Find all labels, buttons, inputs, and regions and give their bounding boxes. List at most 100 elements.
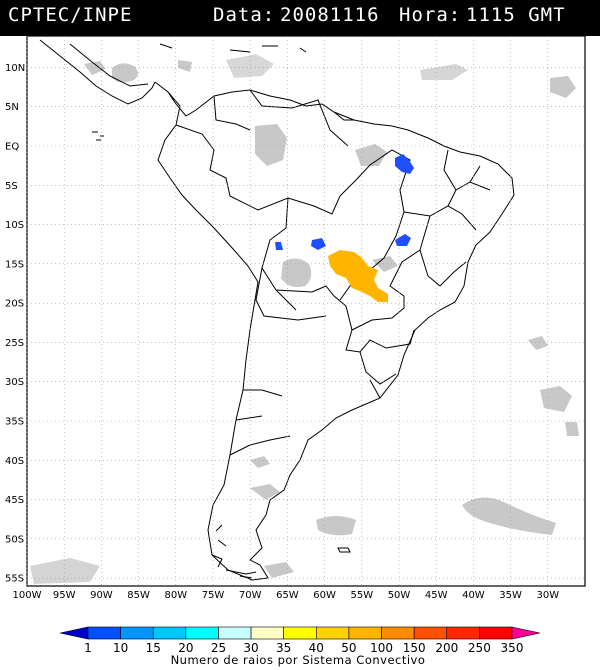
- colorbar-swatch: [511, 626, 541, 640]
- latitude-labels: 10N 5N EQ 5S 10S 15S 20S 25S 30S 35S 40S 45S 50S 55S: [5, 63, 25, 585]
- lat-tick-label: EQ: [5, 142, 19, 153]
- lightning-cluster-blue: [395, 234, 411, 246]
- colorbar-label: 15: [146, 641, 161, 655]
- country-borders: [175, 89, 491, 456]
- lat-tick-label: 35S: [5, 417, 24, 428]
- caribbean-islands: [159, 43, 307, 53]
- colorbar-swatch: [348, 626, 382, 640]
- cloud-patch: [550, 76, 576, 98]
- lat-lon-grid: [26, 36, 585, 586]
- longitude-labels: 100W 95W 90W 85W 80W 75W 70W 65W 60W 55W 50W 45W 40W…: [13, 590, 560, 601]
- colorbar-swatch: [152, 626, 187, 640]
- colorbar-swatch: [87, 626, 121, 640]
- source-label: CPTEC/INPE: [8, 4, 133, 26]
- lat-tick-label: 40S: [5, 456, 24, 467]
- colorbar-title: Numero de raios por Sistema Convectivo: [171, 653, 426, 667]
- cloud-patch: [355, 144, 387, 166]
- cloud-patch: [250, 484, 280, 500]
- colorbar-swatch: [120, 626, 154, 640]
- lon-tick-label: 45W: [425, 590, 448, 601]
- colorbar-label: 25: [211, 641, 226, 655]
- lon-tick-label: 100W: [13, 590, 42, 601]
- cloud-layer: [30, 54, 579, 584]
- lightning-layer: [275, 154, 414, 302]
- lon-tick-label: 90W: [90, 590, 113, 601]
- lat-tick-label: 10S: [5, 220, 24, 231]
- lon-tick-label: 85W: [127, 590, 150, 601]
- falkland-islands: [337, 547, 351, 553]
- colorbar-label: 20: [178, 641, 193, 655]
- colorbar-label: 10: [113, 641, 128, 655]
- central-america-coastline: [39, 39, 156, 105]
- cloud-patch: [178, 60, 192, 72]
- colorbar-swatch: [413, 626, 448, 640]
- lat-tick-label: 45S: [5, 495, 24, 506]
- lat-tick-label: 10N: [5, 63, 25, 74]
- lightning-cluster-blue: [311, 238, 326, 250]
- cloud-patch: [528, 336, 548, 350]
- title-bar: CPTEC/INPE Data: 20081116 Hora: 1115 GMT: [0, 0, 600, 36]
- colorbar-swatch: [250, 626, 284, 640]
- cloud-patch: [316, 516, 356, 536]
- colorbar-swatch: [479, 626, 513, 640]
- cloud-patch: [281, 258, 312, 287]
- south-america-coastline: [154, 81, 515, 581]
- date-value: 20081116: [280, 4, 380, 26]
- cloud-patch: [462, 497, 556, 535]
- time-value: 1115 GMT: [466, 4, 566, 26]
- colorbar: 1 10 15 20 25 30 35 40 50 100 150 200 250 350: [59, 626, 541, 655]
- lightning-cluster-orange: [328, 250, 388, 302]
- colorbar-label: 35: [276, 641, 291, 655]
- cloud-patch: [30, 558, 100, 584]
- cloud-patch: [372, 256, 398, 272]
- colorbar-label: 50: [341, 641, 356, 655]
- colorbar-swatch: [446, 626, 480, 640]
- tierra-del-fuego: [211, 524, 257, 579]
- map-frame: [26, 35, 586, 587]
- colorbar-swatch: [185, 626, 219, 640]
- colorbar-swatch: [316, 626, 350, 640]
- lon-tick-label: 80W: [164, 590, 187, 601]
- lon-tick-label: 75W: [202, 590, 225, 601]
- lon-tick-label: 65W: [276, 590, 299, 601]
- date-label: Data:: [213, 4, 276, 26]
- lat-tick-label: 15S: [5, 259, 24, 270]
- lon-tick-label: 30W: [536, 590, 559, 601]
- colorbar-label: 350: [501, 641, 524, 655]
- lon-tick-label: 60W: [313, 590, 336, 601]
- cloud-patch: [255, 124, 287, 166]
- colorbar-label: 1: [84, 641, 92, 655]
- coastline-borders: [39, 39, 515, 581]
- cloud-patch: [226, 54, 274, 78]
- cloud-patch: [565, 422, 579, 436]
- lat-tick-label: 5N: [5, 102, 19, 113]
- colorbar-swatch: [59, 626, 89, 640]
- cloud-patch: [250, 456, 270, 468]
- lat-tick-label: 30S: [5, 377, 24, 388]
- colorbar-label: 30: [243, 641, 258, 655]
- colorbar-label: 250: [468, 641, 491, 655]
- colorbar-label: 100: [370, 641, 393, 655]
- time-label: Hora:: [399, 4, 462, 26]
- cloud-patch: [112, 63, 138, 83]
- lon-tick-label: 50W: [388, 590, 411, 601]
- lon-tick-label: 95W: [53, 590, 76, 601]
- lat-tick-label: 5S: [5, 181, 18, 192]
- lat-tick-label: 50S: [5, 534, 24, 545]
- lat-tick-label: 55S: [5, 574, 24, 585]
- lon-tick-label: 40W: [462, 590, 485, 601]
- lon-tick-label: 35W: [499, 590, 522, 601]
- cloud-patch: [420, 64, 468, 80]
- colorbar-swatch: [381, 626, 415, 640]
- colorbar-swatch: [218, 626, 252, 640]
- cloud-patch: [84, 61, 106, 75]
- lightning-cluster-blue: [275, 242, 283, 250]
- lat-tick-label: 20S: [5, 299, 24, 310]
- colorbar-label: 150: [403, 641, 426, 655]
- galapagos-islands: [92, 131, 104, 141]
- colorbar-label: 200: [435, 641, 458, 655]
- lon-tick-label: 70W: [239, 590, 262, 601]
- cloud-patch: [264, 562, 294, 578]
- colorbar-swatch: [283, 626, 317, 640]
